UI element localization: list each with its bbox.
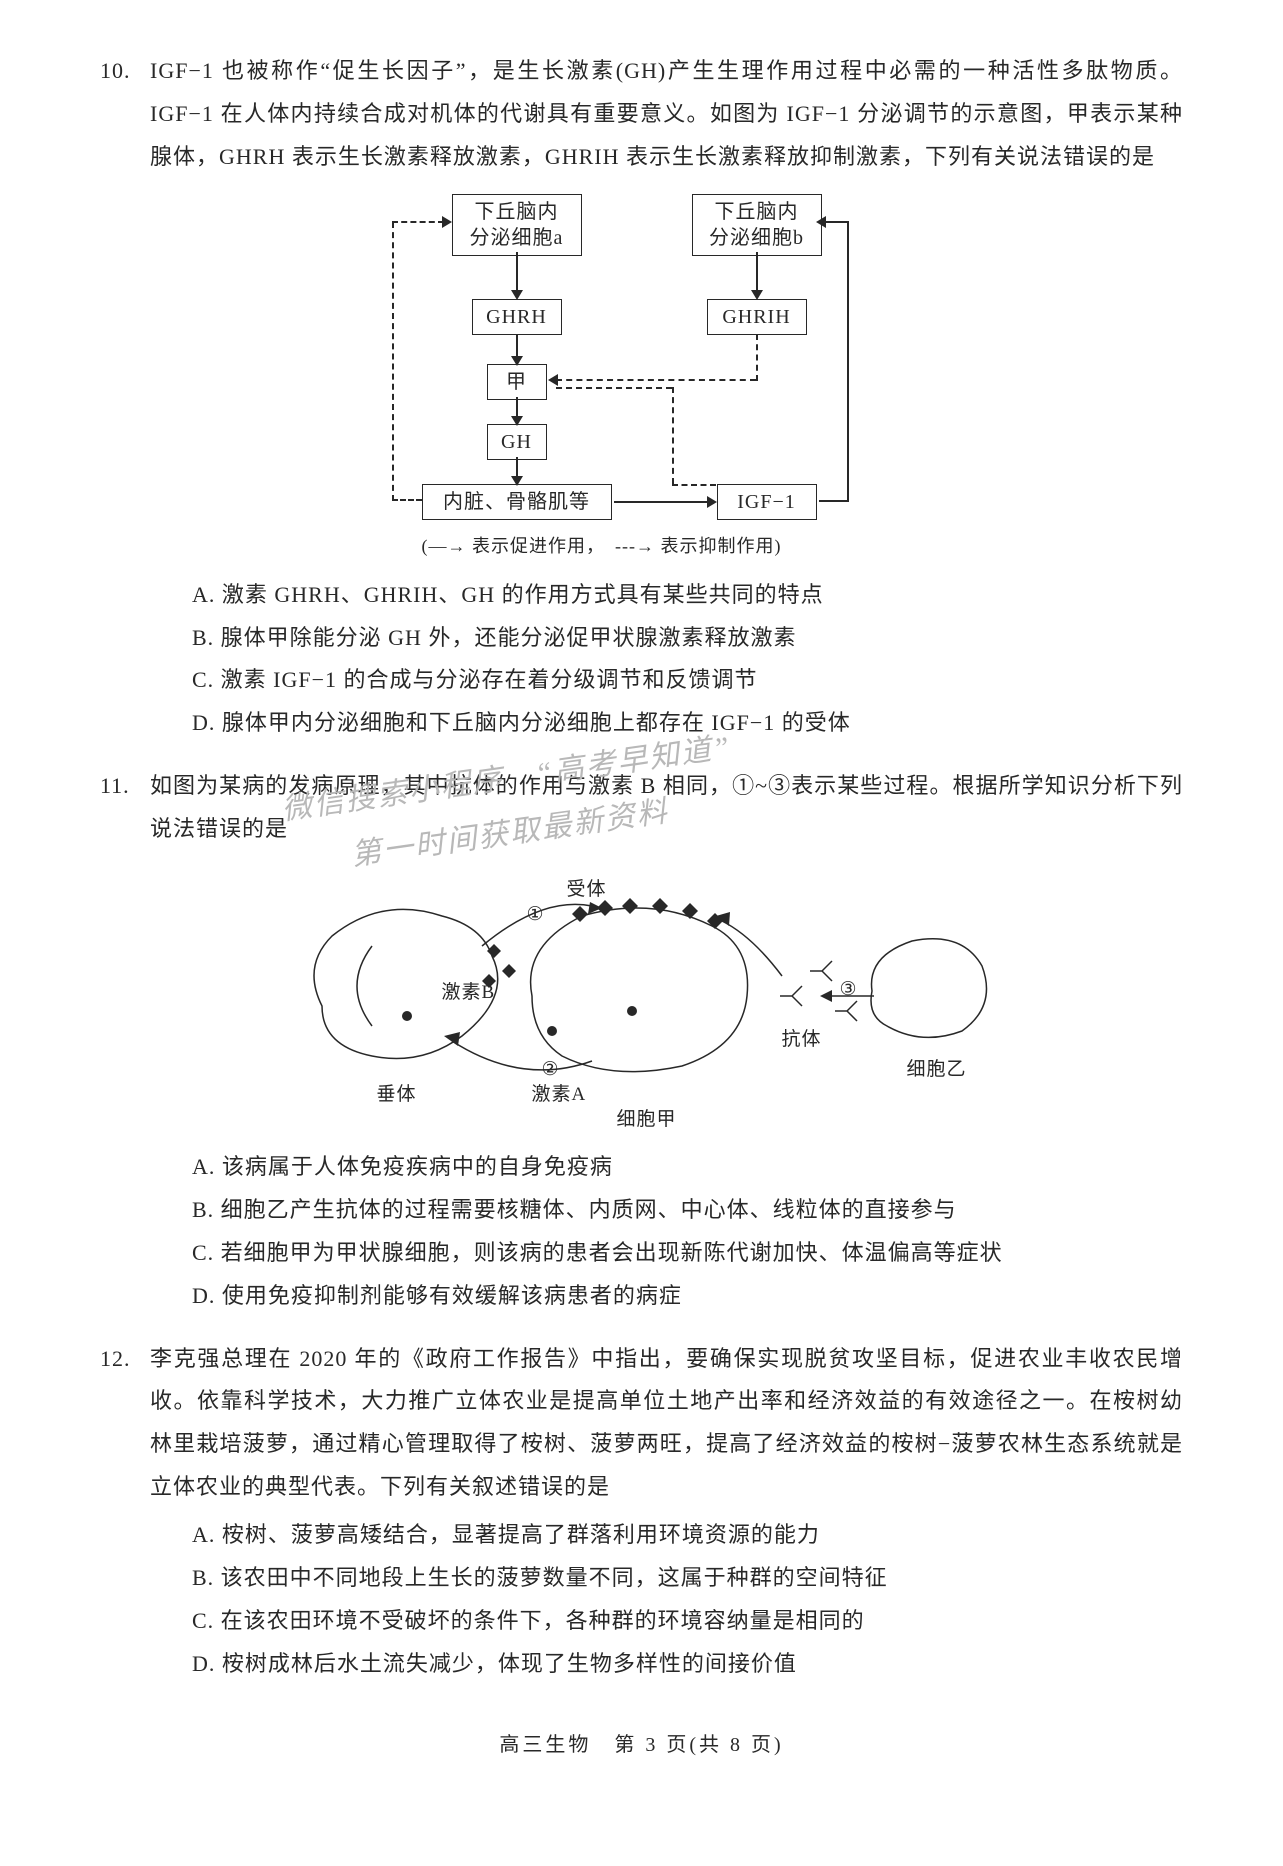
arrow-head-down: [511, 416, 523, 426]
box-ghrh: GHRH: [472, 299, 562, 335]
option-list: A. 激素 GHRH、GHRIH、GH 的作用方式具有某些共同的特点 B. 腺体…: [100, 574, 1183, 746]
dashed-line: [556, 387, 672, 389]
question-body: IGF−1 也被称作“促生长因子”，是生长激素(GH)产生生理作用过程中必需的一…: [150, 58, 1183, 169]
flowchart-legend: (—→ 表示促进作用， ---→ 表示抑制作用): [422, 529, 782, 564]
option-d: D. 使用免疫抑制剂能够有效缓解该病患者的病症: [192, 1275, 1183, 1318]
question-number: 12.: [100, 1338, 131, 1381]
question-number: 10.: [100, 50, 131, 93]
arrow-line: [824, 221, 849, 223]
question-body: 如图为某病的发病原理，其中抗体的作用与激素 B 相同，①~③表示某些过程。根据所…: [150, 773, 1183, 841]
box-ghrih: GHRIH: [707, 299, 807, 335]
question-number: 11.: [100, 765, 130, 808]
arrow-head-right: [442, 216, 452, 228]
dashed-line: [392, 222, 394, 501]
question-11: 11. 如图为某病的发病原理，其中抗体的作用与激素 B 相同，①~③表示某些过程…: [100, 765, 1183, 1317]
question-10: 10. IGF−1 也被称作“促生长因子”，是生长激素(GH)产生生理作用过程中…: [100, 50, 1183, 745]
dashed-line: [392, 221, 444, 223]
box-cell-a: 下丘脑内 分泌细胞a: [452, 194, 582, 256]
bio-diagram-container: 受体 激素B 垂体 激素A 细胞甲 抗体 细胞乙 ① ② ③: [100, 866, 1183, 1136]
question-text: 11. 如图为某病的发病原理，其中抗体的作用与激素 B 相同，①~③表示某些过程…: [100, 765, 1183, 851]
option-c: C. 若细胞甲为甲状腺细胞，则该病的患者会出现新陈代谢加快、体温偏高等症状: [192, 1232, 1183, 1275]
box-cell-b: 下丘脑内 分泌细胞b: [692, 194, 822, 256]
label-cell-jia: 细胞甲: [617, 1101, 677, 1138]
option-d: D. 腺体甲内分泌细胞和下丘脑内分泌细胞上都存在 IGF−1 的受体: [192, 702, 1183, 745]
bio-diagram: 受体 激素B 垂体 激素A 细胞甲 抗体 细胞乙 ① ② ③: [282, 866, 1002, 1136]
dashed-line: [392, 499, 422, 501]
box-organs: 内脏、骨骼肌等: [422, 484, 612, 520]
option-c: C. 激素 IGF−1 的合成与分泌存在着分级调节和反馈调节: [192, 659, 1183, 702]
label-pituitary: 垂体: [377, 1076, 417, 1113]
arrow-line: [819, 500, 849, 502]
arrow-head-right: [707, 496, 717, 508]
option-a: A. 该病属于人体免疫疾病中的自身免疫病: [192, 1146, 1183, 1189]
dashed-line: [672, 387, 674, 484]
option-d: D. 桉树成林后水土流失减少，体现了生物多样性的间接价值: [192, 1643, 1183, 1686]
label-receptor: 受体: [567, 871, 607, 908]
arrow-head-left: [816, 216, 826, 228]
label-circ3: ③: [840, 971, 858, 1008]
box-jia: 甲: [487, 364, 547, 400]
flowchart: 下丘脑内 分泌细胞a 下丘脑内 分泌细胞b GHRH GHRIH 甲 GH 内脏…: [362, 194, 922, 564]
label-circ1: ①: [527, 896, 545, 933]
option-b: B. 该农田中不同地段上生长的菠萝数量不同，这属于种群的空间特征: [192, 1557, 1183, 1600]
question-text: 10. IGF−1 也被称作“促生长因子”，是生长激素(GH)产生生理作用过程中…: [100, 50, 1183, 179]
dashed-line: [672, 484, 716, 486]
flowchart-container: 下丘脑内 分泌细胞a 下丘脑内 分泌细胞b GHRH GHRIH 甲 GH 内脏…: [100, 194, 1183, 564]
label-circ2: ②: [542, 1051, 560, 1088]
question-12: 12. 李克强总理在 2020 年的《政府工作报告》中指出，要确保实现脱贫攻坚目…: [100, 1338, 1183, 1686]
option-list: A. 该病属于人体免疫疾病中的自身免疫病 B. 细胞乙产生抗体的过程需要核糖体、…: [100, 1146, 1183, 1318]
option-b: B. 腺体甲除能分泌 GH 外，还能分泌促甲状腺激素释放激素: [192, 617, 1183, 660]
option-b: B. 细胞乙产生抗体的过程需要核糖体、内质网、中心体、线粒体的直接参与: [192, 1189, 1183, 1232]
label-antibody: 抗体: [782, 1021, 822, 1058]
option-a: A. 激素 GHRH、GHRIH、GH 的作用方式具有某些共同的特点: [192, 574, 1183, 617]
arrow-line: [614, 501, 709, 503]
box-igf: IGF−1: [717, 484, 817, 520]
arrow-head-down: [511, 356, 523, 366]
arrow-head-down: [511, 476, 523, 486]
arrow-line: [516, 334, 518, 358]
arrow-head-left: [548, 374, 558, 386]
question-body: 李克强总理在 2020 年的《政府工作报告》中指出，要确保实现脱贫攻坚目标，促进…: [150, 1346, 1183, 1500]
page-footer: 高三生物 第 3 页(共 8 页): [100, 1726, 1183, 1765]
label-hormone-b: 激素B: [442, 974, 496, 1011]
option-a: A. 桉树、菠萝高矮结合，显著提高了群落利用环境资源的能力: [192, 1514, 1183, 1557]
arrow-head-down: [511, 290, 523, 300]
box-gh: GH: [487, 424, 547, 460]
question-text: 12. 李克强总理在 2020 年的《政府工作报告》中指出，要确保实现脱贫攻坚目…: [100, 1338, 1183, 1510]
arrow-line: [756, 252, 758, 292]
arrow-line: [516, 252, 518, 292]
dashed-line: [756, 334, 758, 381]
dashed-line: [556, 379, 756, 381]
option-list: A. 桉树、菠萝高矮结合，显著提高了群落利用环境资源的能力 B. 该农田中不同地…: [100, 1514, 1183, 1686]
label-cell-yi: 细胞乙: [907, 1051, 967, 1088]
arrow-head-down: [751, 290, 763, 300]
option-c: C. 在该农田环境不受破坏的条件下，各种群的环境容纳量是相同的: [192, 1600, 1183, 1643]
arrow-line: [847, 222, 849, 502]
